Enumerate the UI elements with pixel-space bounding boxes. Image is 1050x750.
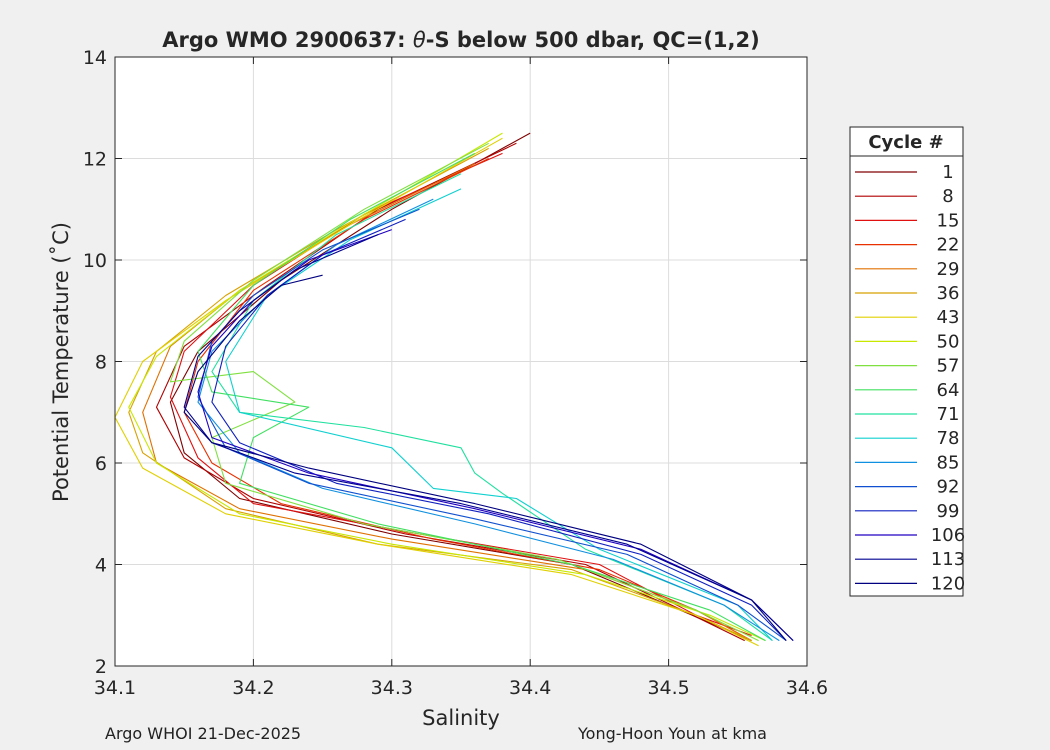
legend-label: 15 (937, 210, 960, 231)
legend-label: 1 (942, 162, 953, 183)
legend-label: 29 (937, 259, 960, 280)
series-line-cycle-22 (183, 158, 752, 642)
x-tick-label: 34.3 (371, 677, 413, 699)
x-tick-label: 34.1 (94, 677, 136, 699)
legend-label: 36 (937, 283, 960, 304)
series-line-cycle-78 (225, 188, 773, 641)
legend-label: 64 (937, 380, 960, 401)
series-lines (114, 132, 794, 647)
y-tick-label: 4 (95, 555, 107, 577)
x-tick-label: 34.4 (509, 677, 551, 699)
legend-title: Cycle # (868, 132, 943, 153)
legend-label: 113 (931, 549, 965, 570)
y-tick-label: 8 (95, 352, 107, 374)
legend: Cycle # 18152229364350576471788592991061… (849, 126, 965, 597)
y-tick-label: 12 (83, 149, 107, 171)
x-tick-label: 34.6 (786, 677, 828, 699)
series-line-cycle-43 (114, 137, 759, 647)
legend-label: 99 (937, 501, 960, 522)
y-axis-label: Potential Temperature (˚C) (49, 222, 73, 502)
legend-label: 50 (937, 331, 960, 352)
grid (114, 56, 808, 667)
legend-label: 85 (937, 452, 960, 473)
footer-source: Argo WHOI 21-Dec-2025 (105, 724, 302, 743)
y-tick-label: 6 (95, 453, 107, 475)
footer-author: Yong-Hoon Youn at kma (578, 724, 767, 743)
legend-label: 92 (937, 477, 960, 498)
legend-label: 71 (937, 404, 960, 425)
y-tick-label: 10 (83, 250, 107, 272)
legend-label: 120 (931, 573, 965, 594)
chart-title: Argo WMO 2900637: θ-S below 500 dbar, QC… (162, 28, 759, 52)
y-tick-label: 14 (83, 47, 107, 69)
legend-box (849, 126, 964, 597)
legend-entries: 1 8 15 22 29 36 43 50 57 64 71 78 85 92 99 106 113 120 (855, 162, 965, 594)
series-line-cycle-120 (183, 274, 787, 641)
series-line-cycle-57 (169, 142, 759, 642)
legend-label: 8 (942, 186, 953, 207)
legend-label: 78 (937, 428, 960, 449)
series-line-cycle-99 (211, 218, 787, 641)
series-line-cycle-50 (128, 132, 766, 642)
y-tick-label: 2 (95, 656, 107, 678)
x-tick-label: 34.2 (232, 677, 274, 699)
x-ticks: 34.1 34.2 34.3 34.4 34.5 34.6 (94, 57, 828, 699)
legend-label: 57 (937, 356, 960, 377)
y-ticks: 2 4 6 8 10 12 14 (83, 47, 807, 678)
legend-label: 43 (937, 307, 960, 328)
legend-label: 106 (931, 525, 965, 546)
x-tick-label: 34.5 (647, 677, 689, 699)
x-axis-label: Salinity (422, 706, 500, 730)
legend-label: 22 (937, 235, 960, 256)
series-line-cycle-36 (128, 147, 752, 642)
